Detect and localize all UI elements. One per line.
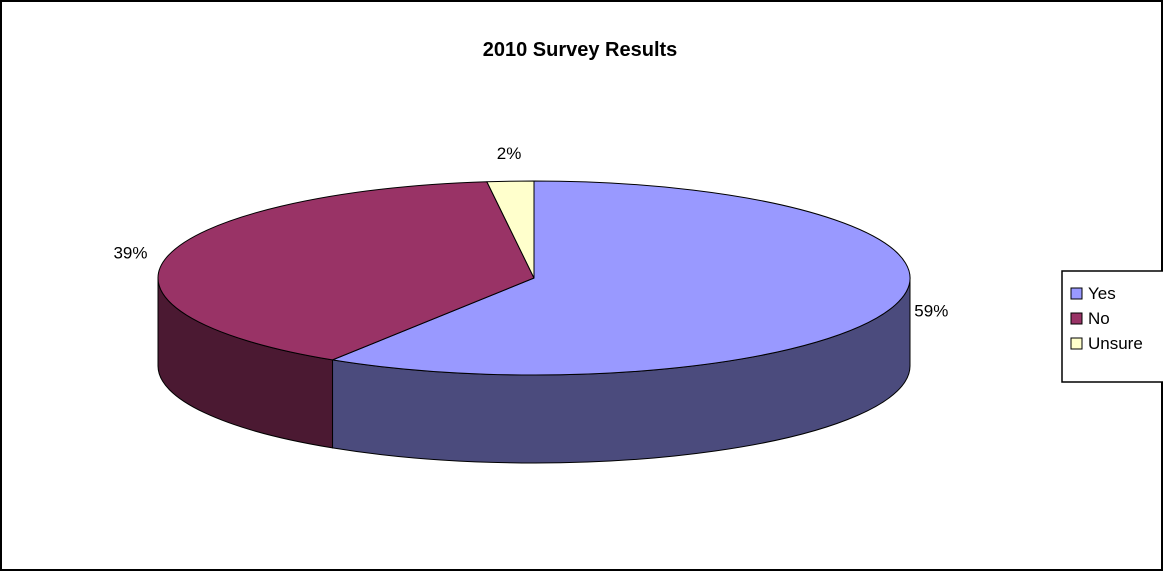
data-label-unsure: 2% [497, 144, 522, 163]
legend-label-no: No [1088, 309, 1110, 328]
pie-slice-unsure [486, 180, 535, 279]
legend-label-unsure: Unsure [1088, 334, 1143, 353]
data-label-yes: 59% [914, 302, 948, 321]
data-label-no: 39% [113, 244, 147, 263]
legend: Yes No Unsure [1061, 270, 1163, 383]
pie-slices [157, 180, 911, 464]
legend-swatch-no [1070, 312, 1083, 325]
legend-swatch-unsure [1070, 337, 1083, 350]
data-labels: 59% 39% 2% [113, 144, 948, 320]
pie-slice-no [157, 181, 535, 361]
pie-slice-yes [332, 180, 911, 376]
legend-label-yes: Yes [1088, 284, 1116, 303]
legend-swatch-yes [1070, 287, 1083, 300]
chart-title: 2010 Survey Results [483, 39, 678, 61]
